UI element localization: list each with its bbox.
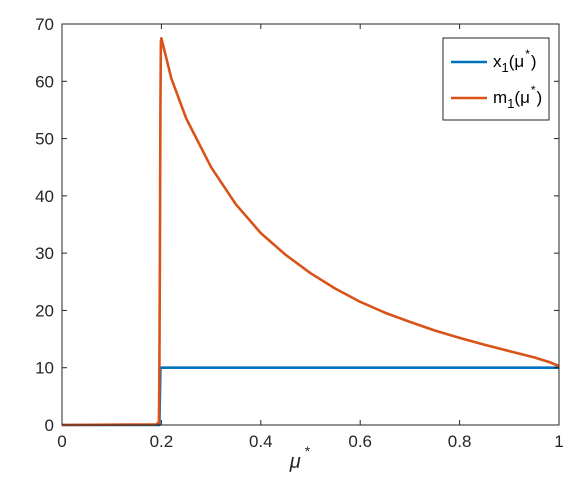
y-tick-label: 70	[35, 15, 54, 34]
legend: x1(μ*) m1(μ*)	[442, 37, 550, 121]
y-tick-label: 40	[35, 187, 54, 206]
x-tick-label: 0.6	[348, 432, 372, 451]
y-tick-label: 50	[35, 130, 54, 149]
legend-box	[442, 37, 550, 121]
x-axis-label-main: μ	[289, 451, 301, 473]
x-tick-label: 0.4	[249, 432, 273, 451]
y-tick-label: 0	[45, 416, 54, 435]
y-tick-label: 30	[35, 244, 54, 263]
y-tick-label: 20	[35, 301, 54, 320]
legend-label-m1: m1(μ*)	[493, 83, 542, 111]
axes-box	[61, 23, 560, 426]
x-axis-label-sup: *	[305, 443, 311, 459]
axes-layer	[61, 23, 560, 426]
series-line-m1	[61, 37, 560, 427]
y-tick-label: 60	[35, 72, 54, 91]
x-tick-label: 0.8	[448, 432, 472, 451]
legend-label-x1: x1(μ*)	[493, 47, 537, 75]
x-axis-label: μ *	[289, 443, 311, 473]
x-tick-label: 0	[57, 432, 66, 451]
x-tick-label: 1	[554, 432, 563, 451]
y-tick-label: 10	[35, 359, 54, 378]
x-tick-label: 0.2	[150, 432, 174, 451]
